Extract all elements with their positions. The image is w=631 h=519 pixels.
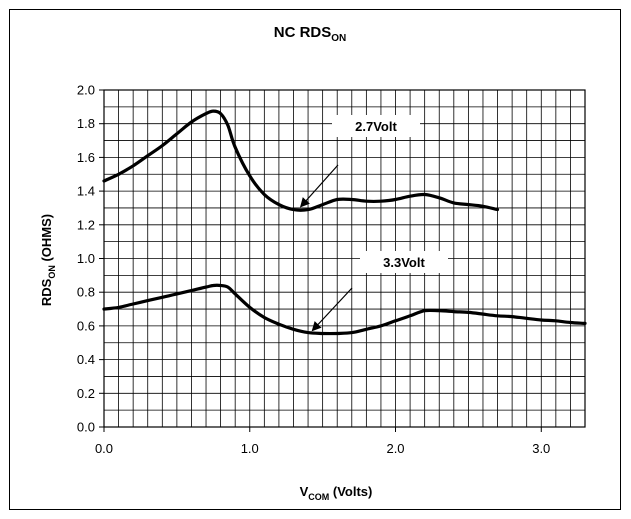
y-tick-label: 1.4 bbox=[77, 184, 95, 199]
y-tick-label: 0.6 bbox=[77, 318, 95, 333]
series-group bbox=[102, 109, 587, 336]
y-tick-label: 1.8 bbox=[77, 116, 95, 131]
annotation-label: 2.7Volt bbox=[355, 119, 397, 134]
y-tick-label: 0.4 bbox=[77, 352, 95, 367]
x-tick-label: 2.0 bbox=[386, 441, 404, 456]
x-axis-title: VCOM (Volts) bbox=[300, 484, 373, 502]
y-tick-label: 1.2 bbox=[77, 217, 95, 232]
y-tick-label: 2.0 bbox=[77, 83, 95, 98]
annotation-label-bg bbox=[332, 115, 420, 137]
grid bbox=[103, 89, 586, 428]
annotation-label-bg bbox=[360, 251, 448, 273]
y-tick-label: 1.6 bbox=[77, 150, 95, 165]
y-tick-label: 0.8 bbox=[77, 285, 95, 300]
series-line-1 bbox=[102, 109, 500, 212]
axes: 0.0 0.2 0.4 0.6 0.8 1.0 1.2 1.4 1.6 1.8 2.0 0.0 1.0 2… bbox=[77, 83, 586, 456]
annotation-arrow bbox=[299, 164, 339, 208]
annotations: 2.7Volt 3.3Volt bbox=[299, 115, 448, 332]
y-tick-label: 0.2 bbox=[77, 386, 95, 401]
annotation-label: 3.3Volt bbox=[383, 255, 425, 270]
chart-title: NC RDSON bbox=[274, 24, 347, 44]
x-tick-label: 3.0 bbox=[532, 441, 550, 456]
y-axis-title: RDSON (OHMS) bbox=[39, 214, 57, 306]
y-tick-label: 0.0 bbox=[77, 420, 95, 435]
series-line-2 bbox=[102, 283, 587, 336]
y-tick-label: 1.0 bbox=[77, 251, 95, 266]
annotation-arrow bbox=[311, 287, 353, 332]
x-tick-label: 0.0 bbox=[95, 441, 113, 456]
x-tick-label: 1.0 bbox=[241, 441, 259, 456]
